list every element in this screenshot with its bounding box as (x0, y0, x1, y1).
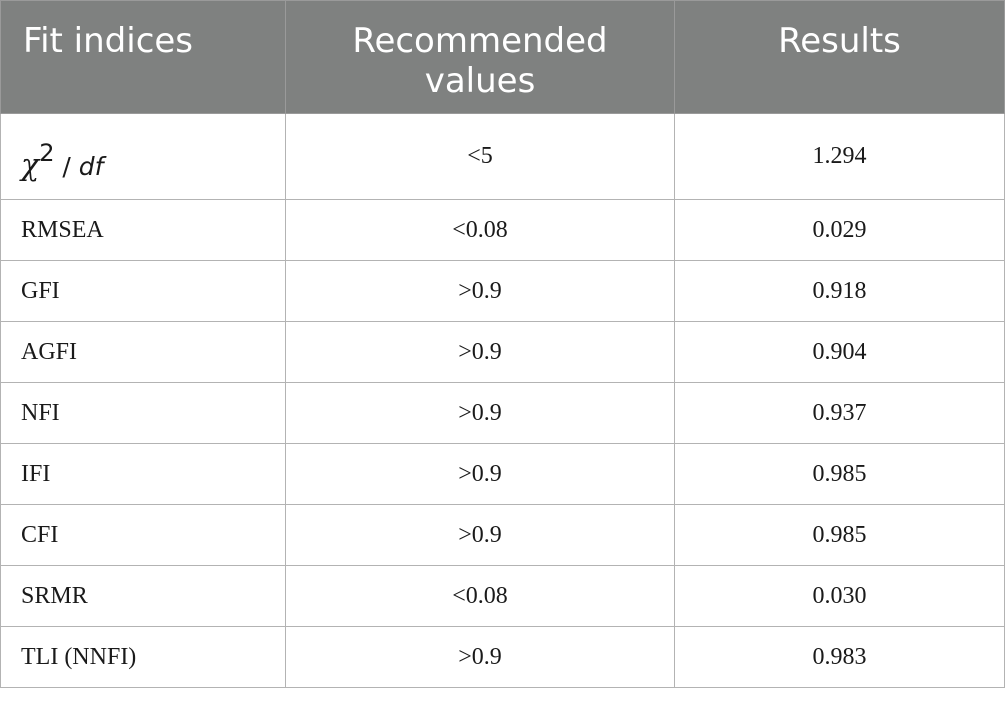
index-cell: CFI (0, 504, 286, 566)
recommended-cell: >0.9 (285, 504, 675, 566)
result-cell: 0.029 (674, 199, 1005, 261)
index-cell: AGFI (0, 321, 286, 383)
index-cell: NFI (0, 382, 286, 444)
recommended-cell: >0.9 (285, 382, 675, 444)
chi-slash: / (54, 151, 79, 181)
table-row: RMSEA <0.08 0.029 (0, 199, 1005, 261)
result-cell: 0.937 (674, 382, 1005, 444)
index-cell: RMSEA (0, 199, 286, 261)
result-cell: 0.983 (674, 626, 1005, 688)
result-cell: 0.985 (674, 443, 1005, 505)
chi-superscript: 2 (39, 138, 55, 167)
result-cell: 0.918 (674, 260, 1005, 322)
header-row: Fit indices Recommended values Results (0, 0, 1005, 114)
table-row: SRMR <0.08 0.030 (0, 565, 1005, 627)
recommended-cell: <0.08 (285, 199, 675, 261)
recommended-cell: <5 (285, 113, 675, 200)
recommended-cell: >0.9 (285, 626, 675, 688)
table-row: GFI >0.9 0.918 (0, 260, 1005, 322)
chi-df: df (78, 151, 104, 181)
recommended-cell: >0.9 (285, 321, 675, 383)
result-cell: 1.294 (674, 113, 1005, 200)
recommended-cell: <0.08 (285, 565, 675, 627)
table-row: NFI >0.9 0.937 (0, 382, 1005, 444)
index-cell: IFI (0, 443, 286, 505)
recommended-cell: >0.9 (285, 443, 675, 505)
chi-symbol: χ (21, 147, 40, 183)
result-cell: 0.030 (674, 565, 1005, 627)
header-recommended-values: Recommended values (285, 0, 675, 114)
table-header: Fit indices Recommended values Results (0, 0, 1005, 114)
recommended-cell: >0.9 (285, 260, 675, 322)
table-row: TLI (NNFI) >0.9 0.983 (0, 626, 1005, 688)
index-cell: SRMR (0, 565, 286, 627)
table-body: χ2 / df <5 1.294 RMSEA <0.08 0.029 GFI >… (0, 113, 1005, 688)
table-row: IFI >0.9 0.985 (0, 443, 1005, 505)
table-row: AGFI >0.9 0.904 (0, 321, 1005, 383)
header-results: Results (674, 0, 1005, 114)
index-cell: TLI (NNFI) (0, 626, 286, 688)
fit-indices-table: Fit indices Recommended values Results χ… (0, 0, 1005, 688)
result-cell: 0.985 (674, 504, 1005, 566)
index-cell: GFI (0, 260, 286, 322)
index-cell-chi-square-df: χ2 / df (0, 113, 286, 200)
table-row: χ2 / df <5 1.294 (0, 113, 1005, 200)
table-row: CFI >0.9 0.985 (0, 504, 1005, 566)
header-fit-indices: Fit indices (0, 0, 286, 114)
result-cell: 0.904 (674, 321, 1005, 383)
